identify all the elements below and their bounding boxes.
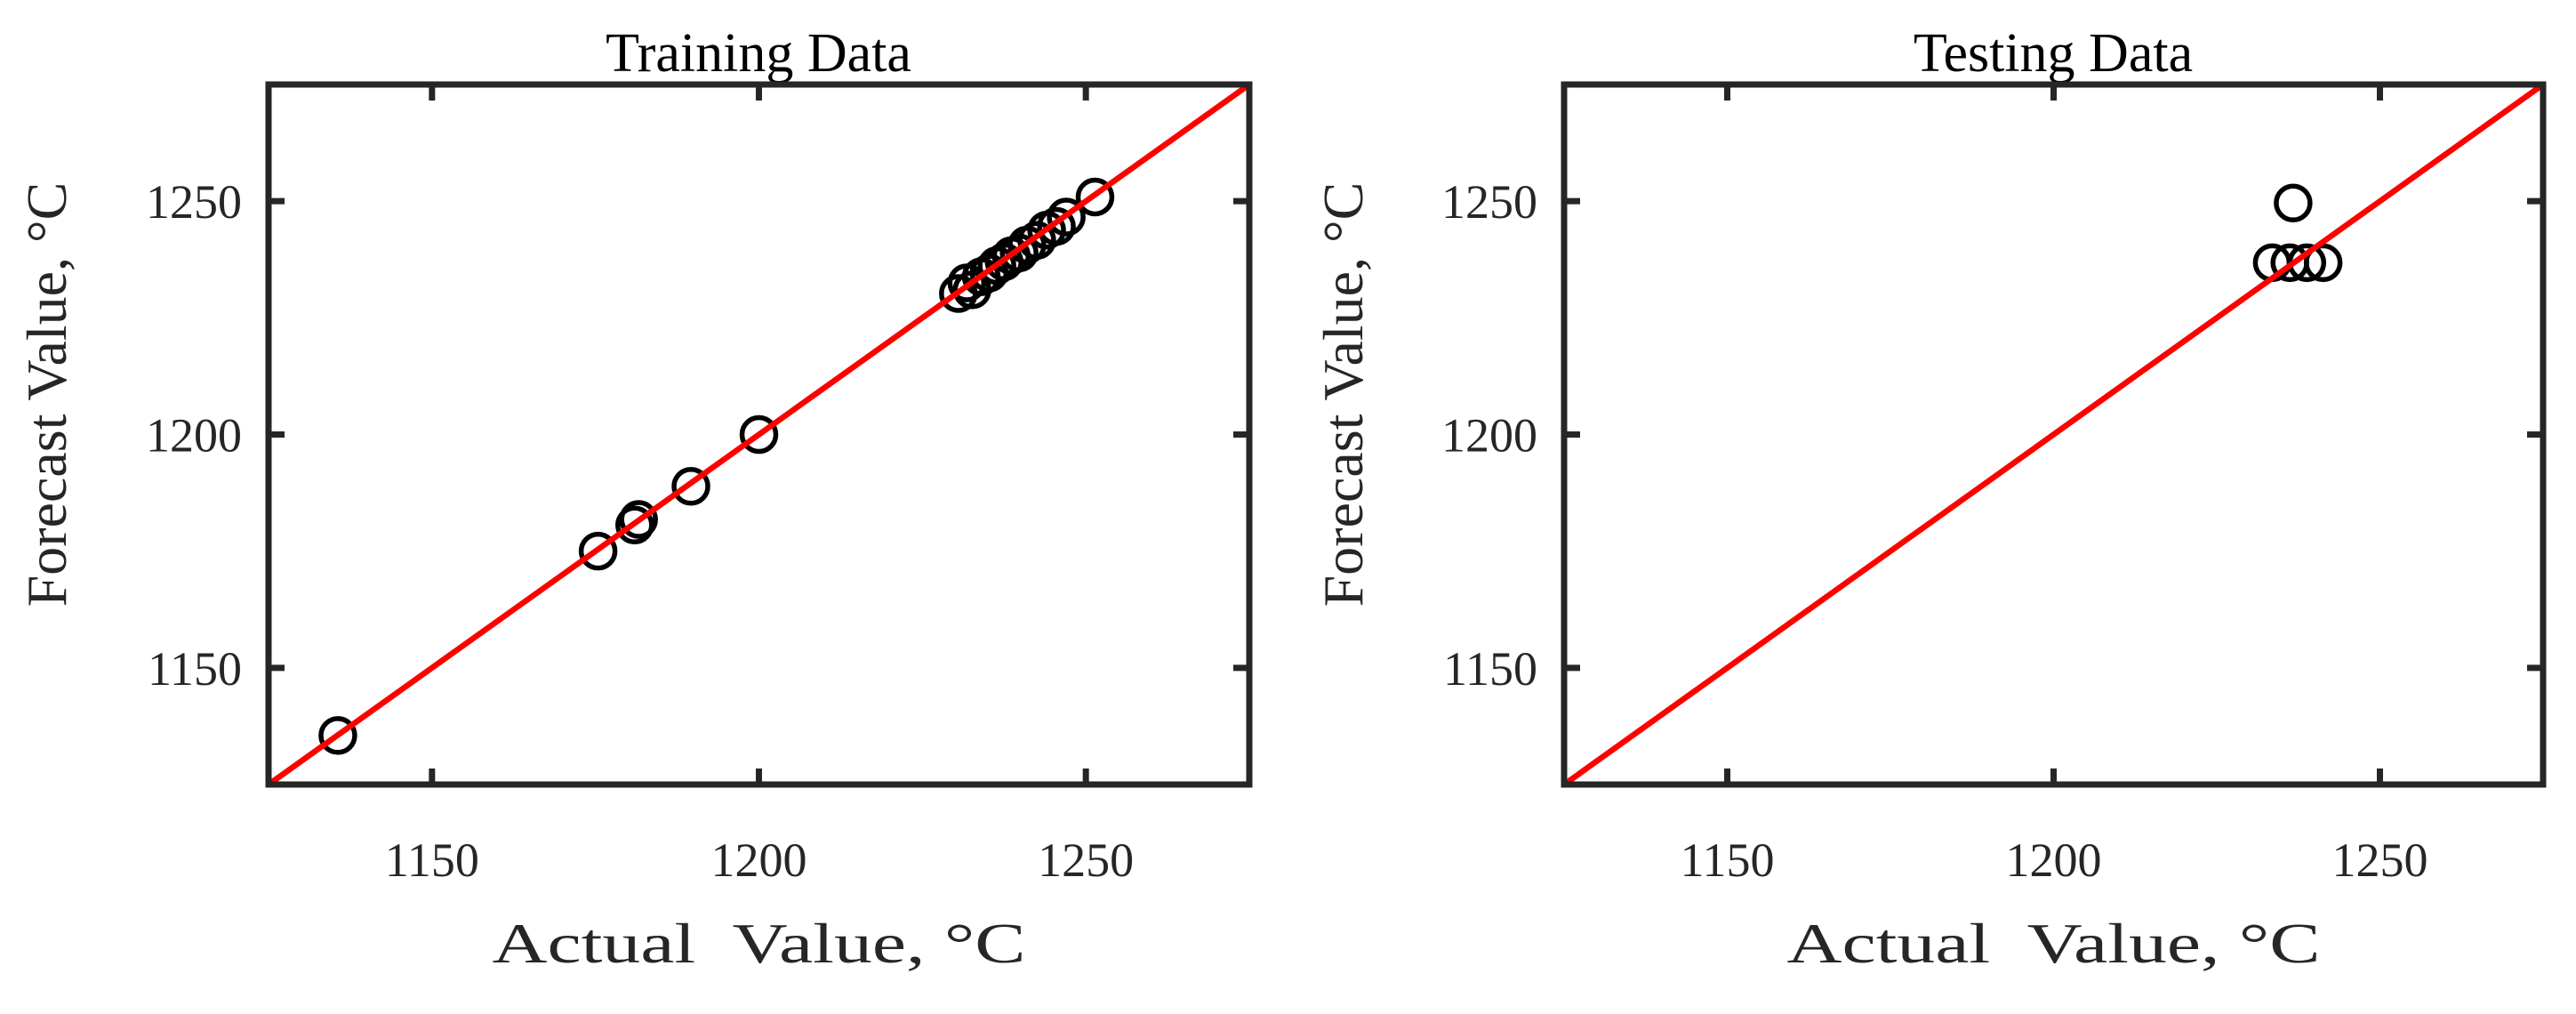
data-point-marker [615, 505, 654, 545]
x-tick-label: 1250 [2332, 833, 2428, 887]
data-point-marker [619, 500, 658, 539]
training-title: Training Data [606, 23, 911, 84]
testing-x-tick-labels: 1150 1200 1250 [1681, 833, 2428, 887]
y-tick-label: 1250 [1441, 175, 1537, 229]
testing-title: Testing Data [1914, 23, 2193, 84]
data-point-marker [1037, 206, 1076, 246]
testing-xlabel: Actual Value, °C [1787, 912, 2321, 975]
identity-line [1564, 84, 2543, 785]
data-point-marker [671, 466, 710, 506]
data-point-marker [1075, 177, 1115, 217]
testing-y-tick-labels: 1150 1200 1250 [1441, 175, 1537, 696]
scatter-markers [2252, 183, 2343, 283]
training-plot-area [265, 81, 1253, 788]
data-point-marker [2303, 243, 2343, 283]
x-tick-label: 1200 [711, 833, 807, 887]
axes-box [265, 81, 1253, 788]
data-point-marker [739, 414, 779, 455]
y-tick-label: 1250 [146, 175, 242, 229]
data-point-marker [1017, 221, 1056, 260]
data-point-marker [318, 716, 357, 755]
x-tick-label: 1200 [2006, 833, 2102, 887]
x-tick-label: 1150 [1681, 833, 1775, 887]
y-tick-label: 1200 [1441, 409, 1537, 463]
y-tick-label: 1150 [1443, 642, 1537, 696]
training-xlabel: Actual Value, °C [493, 912, 1026, 975]
y-tick-label: 1150 [148, 642, 242, 696]
x-tick-label: 1150 [385, 833, 479, 887]
training-data-panel: Training Data Forecast Value, °C Actual … [15, 23, 1253, 975]
y-tick-label: 1200 [146, 409, 242, 463]
axes-box [1561, 81, 2547, 788]
data-point-marker [578, 531, 618, 571]
testing-ylabel: Forecast Value, °C [1312, 182, 1375, 608]
data-point-marker [2274, 183, 2313, 223]
training-y-tick-labels: 1150 1200 1250 [146, 175, 242, 696]
training-ylabel: Forecast Value, °C [15, 182, 78, 608]
data-point-marker [1047, 197, 1086, 237]
training-x-tick-labels: 1150 1200 1250 [385, 833, 1134, 887]
testing-plot-area [1561, 81, 2547, 788]
x-tick-label: 1250 [1038, 833, 1134, 887]
scatter-markers [318, 177, 1115, 755]
identity-line [269, 84, 1249, 785]
testing-data-panel: Testing Data Forecast Value, °C Actual V… [1312, 23, 2547, 975]
